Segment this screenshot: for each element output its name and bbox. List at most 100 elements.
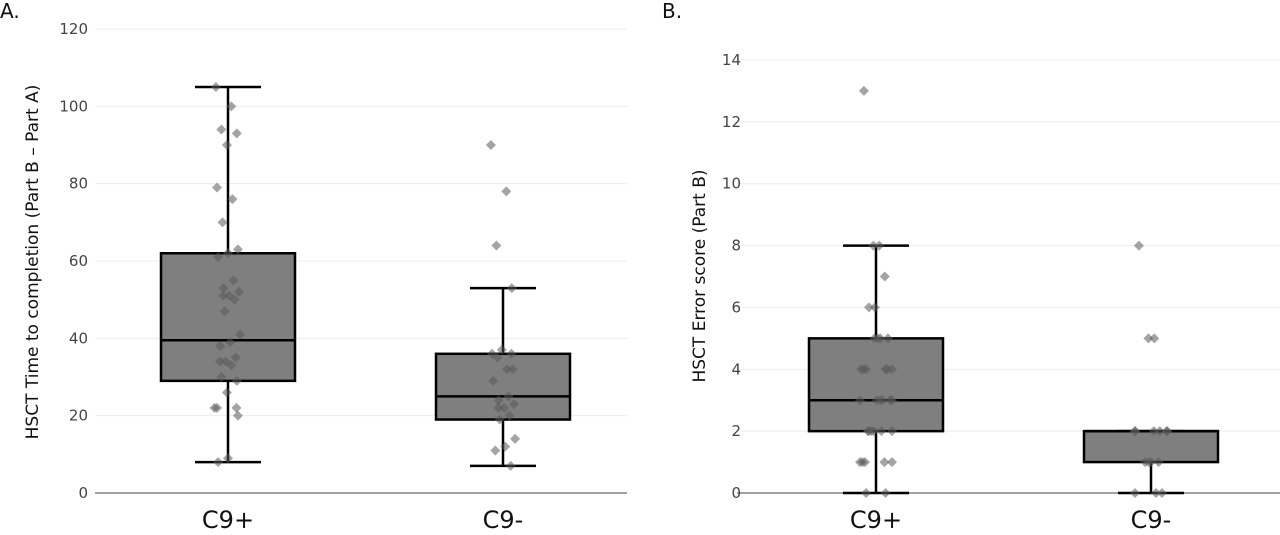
data-point [209,402,220,413]
data-point [485,140,496,150]
data-point [223,453,233,464]
data-point [861,488,872,498]
data-point [218,283,229,294]
data-point [868,240,879,251]
data-point [887,426,897,437]
y-tick-label: 10 [722,175,741,193]
y-tick-label: 8 [731,237,741,255]
data-point [510,433,521,444]
x-category-label: C9- [483,506,524,534]
data-point [231,375,242,386]
x-category-label: C9- [1131,506,1172,534]
y-tick-label: 6 [731,298,741,316]
data-point [863,426,874,437]
data-point [1149,333,1160,344]
panel-b-label: B. [662,0,682,23]
y-tick-label: 0 [731,484,741,502]
y-tick-label: 20 [69,407,88,425]
panel-b: B. HSCT Error score (Part B) 0 2 4 6 8 10 12 14… [662,0,1280,534]
data-point [1154,426,1165,437]
data-point [506,348,517,359]
data-point [492,352,503,363]
data-point [216,372,227,382]
data-point [493,395,504,406]
data-point [1153,457,1164,468]
data-point [875,395,886,406]
data-point [882,364,893,375]
y-tick-label: 100 [59,97,88,115]
y-tick-label: 40 [69,329,88,347]
data-point [872,333,883,344]
data-point [883,333,893,344]
data-point [232,410,243,421]
data-point [215,341,226,352]
y-tick-label: 2 [731,422,741,440]
data-point [1130,426,1140,437]
data-point [218,290,229,301]
data-point [855,395,865,406]
box-iqr [807,337,945,433]
data-point [221,387,232,398]
data-point [879,457,890,468]
data-point [234,286,244,297]
data-point [491,240,502,251]
data-point [235,329,246,340]
data-point [509,399,519,410]
panel-a-label: A. [0,0,20,23]
data-point [887,457,897,468]
data-point [226,101,237,112]
y-tick-label: 80 [69,175,88,193]
data-point [225,337,236,348]
data-point [874,240,885,251]
data-point [214,356,225,367]
data-point [223,248,233,259]
data-point [217,217,228,228]
data-point [855,457,865,468]
data-point [503,391,514,402]
data-point [1157,488,1167,498]
data-point [488,375,499,386]
panel-b-y-axis-title: HSCT Error score (Part B) [690,169,710,382]
data-point [876,426,887,437]
data-point [1133,240,1144,251]
data-point [506,283,517,294]
data-point [226,360,237,371]
data-point [231,402,242,413]
y-tick-label: 120 [59,20,88,38]
data-point [502,364,512,375]
data-point [494,414,505,425]
y-tick-label: 60 [69,252,88,270]
data-point [213,457,224,468]
data-point [1130,488,1140,498]
data-point [1143,333,1154,344]
data-point [879,271,890,282]
panel-a: A. HSCT Time to completion (Part B – Par… [0,0,627,534]
data-point [1143,457,1154,468]
y-tick-label: 4 [731,360,741,378]
data-point [493,402,504,413]
data-point [1148,426,1159,437]
data-point [229,294,240,305]
data-point [228,275,239,286]
data-point [221,140,232,150]
data-point [507,364,518,375]
data-point [505,460,516,471]
data-point [864,302,874,313]
data-point [499,402,510,413]
y-tick-label: 14 [722,51,741,69]
data-point [887,395,897,406]
data-point [500,441,511,452]
x-category-label: C9+ [202,506,254,534]
data-point [231,128,242,139]
data-point [1162,426,1172,437]
data-point [232,244,243,255]
data-point [230,352,241,363]
data-point [504,410,515,421]
data-point [212,182,222,193]
x-category-label: C9+ [850,506,902,534]
data-point [869,302,880,313]
data-point [1151,488,1162,498]
y-tick-label: 0 [78,484,88,502]
data-point [210,82,221,92]
